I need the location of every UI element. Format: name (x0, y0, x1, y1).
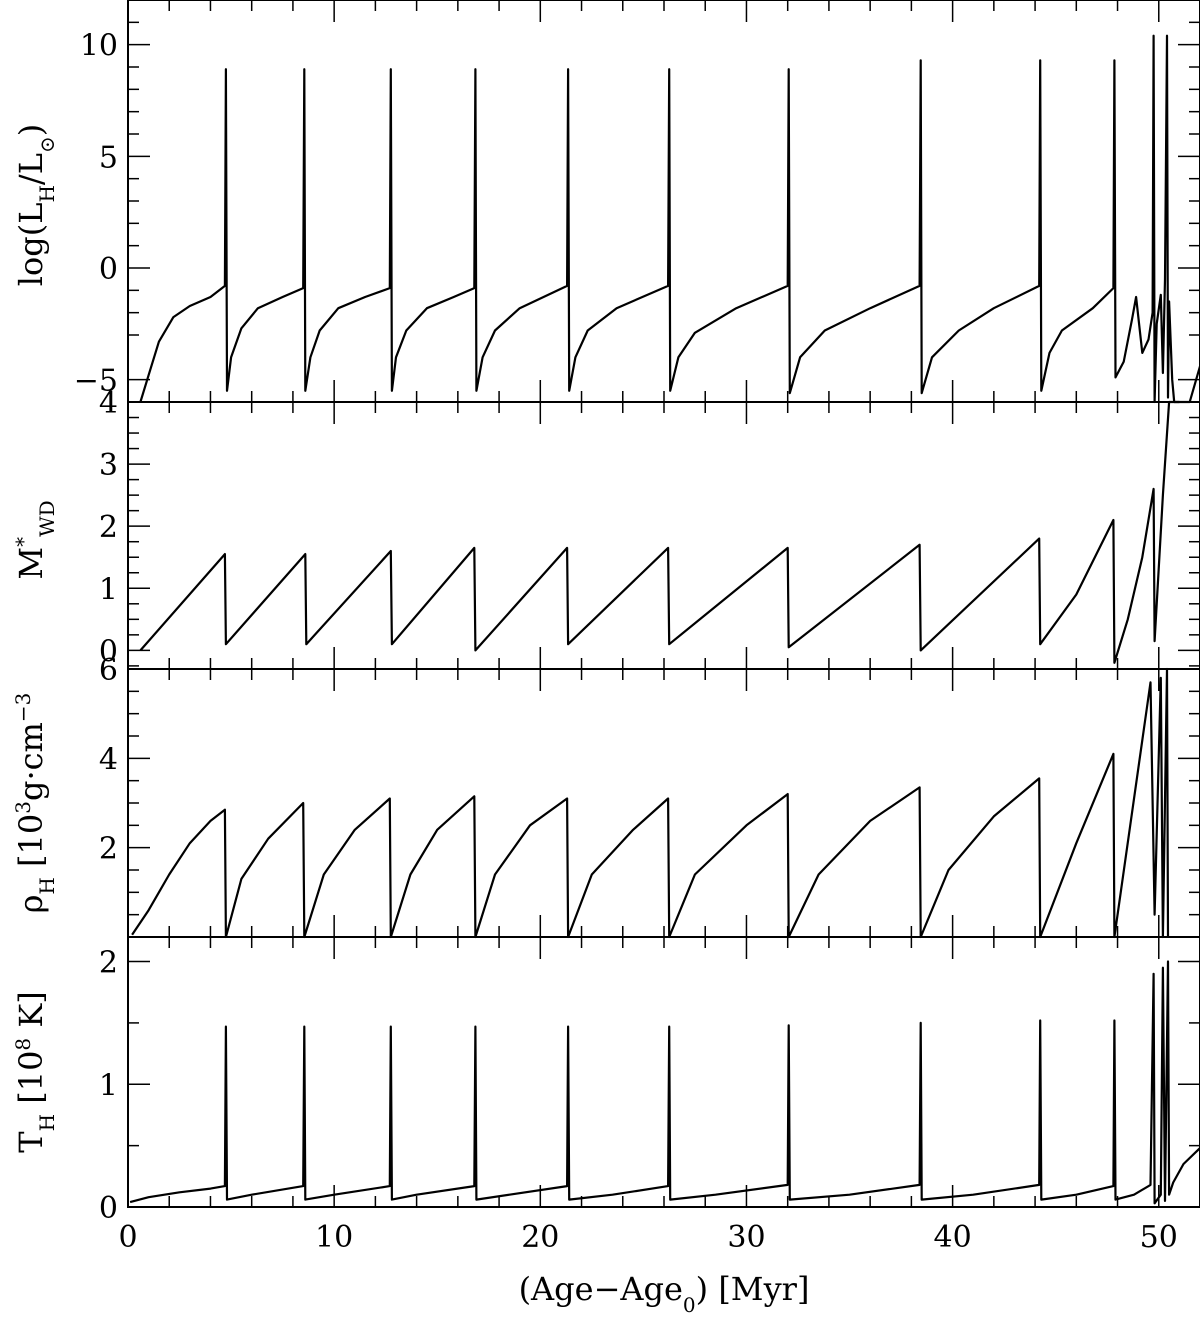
temperature-series-line (129, 960, 1200, 1205)
y-tick-label: 2 (99, 510, 118, 545)
panel-wd-mass-tick-labels: 0 1 2 3 4 (99, 386, 118, 669)
y-tick-label: 3 (99, 448, 118, 483)
luminosity-series-line (139, 34, 1200, 404)
panel-luminosity-tick-labels: −5 0 5 10 (74, 29, 118, 399)
y-tick-label: −5 (74, 364, 118, 399)
temperature-ylabel: TH [108 K] (11, 991, 59, 1152)
y-tick-label: 0 (99, 252, 118, 287)
luminosity-ylabel: log(LH/L⊙) (12, 124, 59, 286)
panel-wd-mass-ticks (127, 401, 1200, 669)
x-tick-label: 0 (118, 1220, 137, 1255)
density-series-line (131, 667, 1170, 939)
panel-density-tick-labels: 2 4 6 (99, 653, 118, 867)
y-tick-label: 6 (99, 653, 118, 688)
y-tick-label: 10 (80, 29, 118, 64)
y-tick-label: 1 (99, 572, 118, 607)
y-tick-label: 0 (99, 1191, 118, 1226)
x-tick-label: 40 (934, 1220, 972, 1255)
x-axis-label: (Age−Age0) [Myr] (519, 1270, 810, 1317)
panel-density-ticks (127, 668, 1200, 937)
panel-wd-mass: 0 1 2 3 4 M*WD (11, 386, 1200, 670)
y-tick-label: 4 (99, 742, 118, 777)
panel-luminosity: −5 0 5 10 log(LH/L⊙) (12, 0, 1200, 404)
x-tick-label: 30 (727, 1220, 765, 1255)
x-tick-label: 10 (315, 1220, 353, 1255)
panel-luminosity-ticks (127, 0, 1200, 402)
wd-mass-series-line (139, 400, 1180, 664)
y-tick-label: 1 (99, 1068, 118, 1103)
y-tick-label: 4 (99, 386, 118, 421)
x-tick-label: 20 (521, 1220, 559, 1255)
y-tick-label: 5 (99, 140, 118, 175)
y-tick-label: 0 (99, 634, 118, 669)
wd-mass-ylabel: M*WD (11, 500, 59, 579)
y-tick-label: 2 (99, 832, 118, 867)
panel-temperature-ticks (127, 937, 1200, 1208)
x-tick-label: 50 (1140, 1220, 1178, 1255)
panel-density: 2 4 6 ρH [103g·cm−3 (11, 653, 1200, 939)
density-ylabel: ρH [103g·cm−3 (11, 693, 59, 914)
y-tick-label: 2 (99, 946, 118, 981)
